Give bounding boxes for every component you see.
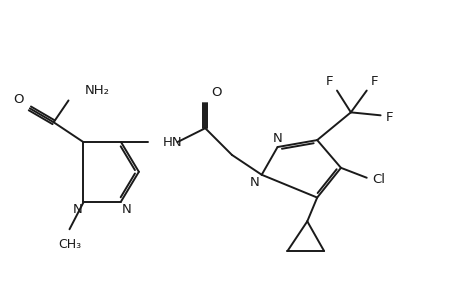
Text: CH₃: CH₃: [58, 238, 81, 251]
Text: F: F: [370, 75, 377, 88]
Text: N: N: [249, 176, 259, 189]
Text: Cl: Cl: [372, 173, 385, 186]
Text: HN: HN: [162, 136, 182, 148]
Text: N: N: [122, 202, 131, 215]
Text: O: O: [13, 93, 24, 106]
Text: N: N: [73, 202, 82, 215]
Text: NH₂: NH₂: [84, 83, 109, 97]
Text: F: F: [325, 75, 332, 88]
Text: O: O: [211, 86, 221, 100]
Text: N: N: [272, 132, 282, 145]
Text: F: F: [385, 111, 392, 124]
